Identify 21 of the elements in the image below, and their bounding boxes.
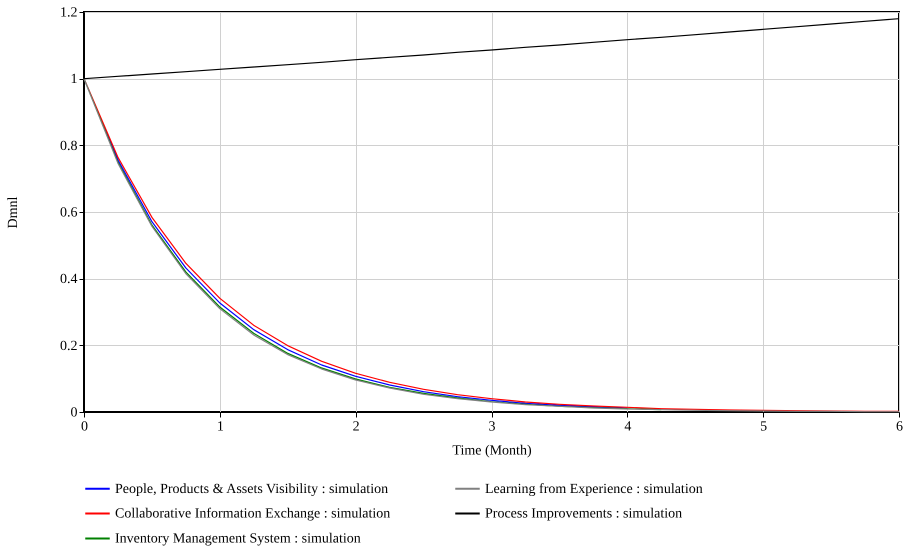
x-tick-label: 3: [488, 420, 496, 434]
x-tick-label: 4: [624, 420, 632, 434]
y-tick-label: 1: [70, 72, 78, 88]
x-tick-label: 1: [216, 420, 224, 434]
y-axis-title: Dmnl: [6, 196, 21, 228]
legend-label: People, Products & Assets Visibility : simulation: [115, 482, 388, 497]
y-tick-label: 1.2: [60, 6, 78, 20]
legend-label: Learning from Experience : simulation: [485, 482, 703, 497]
x-tick-label: 2: [352, 420, 360, 434]
x-tick-label: 0: [81, 420, 88, 434]
x-axis-title: Time (Month): [452, 444, 532, 458]
legend-label: Process Improvements : simulation: [485, 506, 682, 522]
y-tick-label: 0.8: [60, 138, 78, 154]
y-tick-label: 0.6: [60, 206, 78, 220]
legend-label: Collaborative Information Exchange : simulation: [115, 506, 390, 522]
y-tick-label: 0.2: [60, 338, 78, 354]
x-tick-label: 6: [896, 420, 903, 434]
x-tick-label: 5: [760, 420, 768, 434]
legend-label: Inventory Management System : simulation: [115, 532, 361, 546]
y-tick-label: 0.4: [60, 272, 78, 288]
y-tick-label: 0: [70, 406, 78, 420]
